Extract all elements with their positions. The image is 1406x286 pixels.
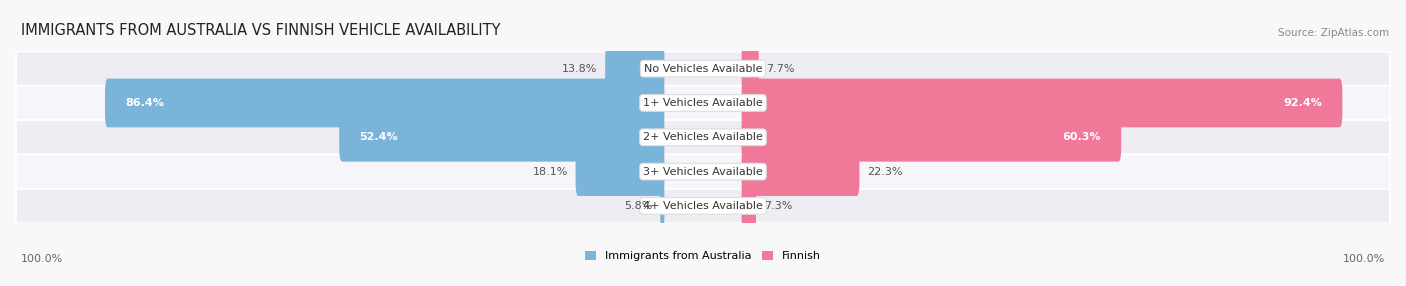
- FancyBboxPatch shape: [15, 52, 1391, 86]
- FancyBboxPatch shape: [741, 113, 1121, 162]
- FancyBboxPatch shape: [339, 113, 665, 162]
- Text: 13.8%: 13.8%: [562, 64, 598, 74]
- FancyBboxPatch shape: [741, 182, 756, 230]
- FancyBboxPatch shape: [15, 189, 1391, 223]
- Text: 4+ Vehicles Available: 4+ Vehicles Available: [643, 201, 763, 211]
- Text: 52.4%: 52.4%: [359, 132, 398, 142]
- Text: 86.4%: 86.4%: [125, 98, 165, 108]
- FancyBboxPatch shape: [741, 147, 859, 196]
- Text: 1+ Vehicles Available: 1+ Vehicles Available: [643, 98, 763, 108]
- FancyBboxPatch shape: [105, 79, 665, 127]
- FancyBboxPatch shape: [15, 120, 1391, 154]
- Text: Source: ZipAtlas.com: Source: ZipAtlas.com: [1278, 28, 1389, 38]
- FancyBboxPatch shape: [605, 44, 665, 93]
- Text: No Vehicles Available: No Vehicles Available: [644, 64, 762, 74]
- Text: 60.3%: 60.3%: [1063, 132, 1101, 142]
- Text: 7.7%: 7.7%: [766, 64, 794, 74]
- FancyBboxPatch shape: [661, 182, 665, 230]
- Text: IMMIGRANTS FROM AUSTRALIA VS FINNISH VEHICLE AVAILABILITY: IMMIGRANTS FROM AUSTRALIA VS FINNISH VEH…: [21, 23, 501, 38]
- Text: 92.4%: 92.4%: [1284, 98, 1323, 108]
- Legend: Immigrants from Australia, Finnish: Immigrants from Australia, Finnish: [581, 247, 825, 266]
- Text: 3+ Vehicles Available: 3+ Vehicles Available: [643, 167, 763, 176]
- Text: 5.8%: 5.8%: [624, 201, 652, 211]
- FancyBboxPatch shape: [741, 79, 1343, 127]
- Text: 2+ Vehicles Available: 2+ Vehicles Available: [643, 132, 763, 142]
- FancyBboxPatch shape: [741, 44, 759, 93]
- Text: 100.0%: 100.0%: [21, 254, 63, 264]
- Text: 18.1%: 18.1%: [533, 167, 568, 176]
- Text: 100.0%: 100.0%: [1343, 254, 1385, 264]
- FancyBboxPatch shape: [15, 86, 1391, 120]
- FancyBboxPatch shape: [15, 155, 1391, 188]
- FancyBboxPatch shape: [575, 147, 665, 196]
- Text: 22.3%: 22.3%: [868, 167, 903, 176]
- Text: 7.3%: 7.3%: [763, 201, 792, 211]
